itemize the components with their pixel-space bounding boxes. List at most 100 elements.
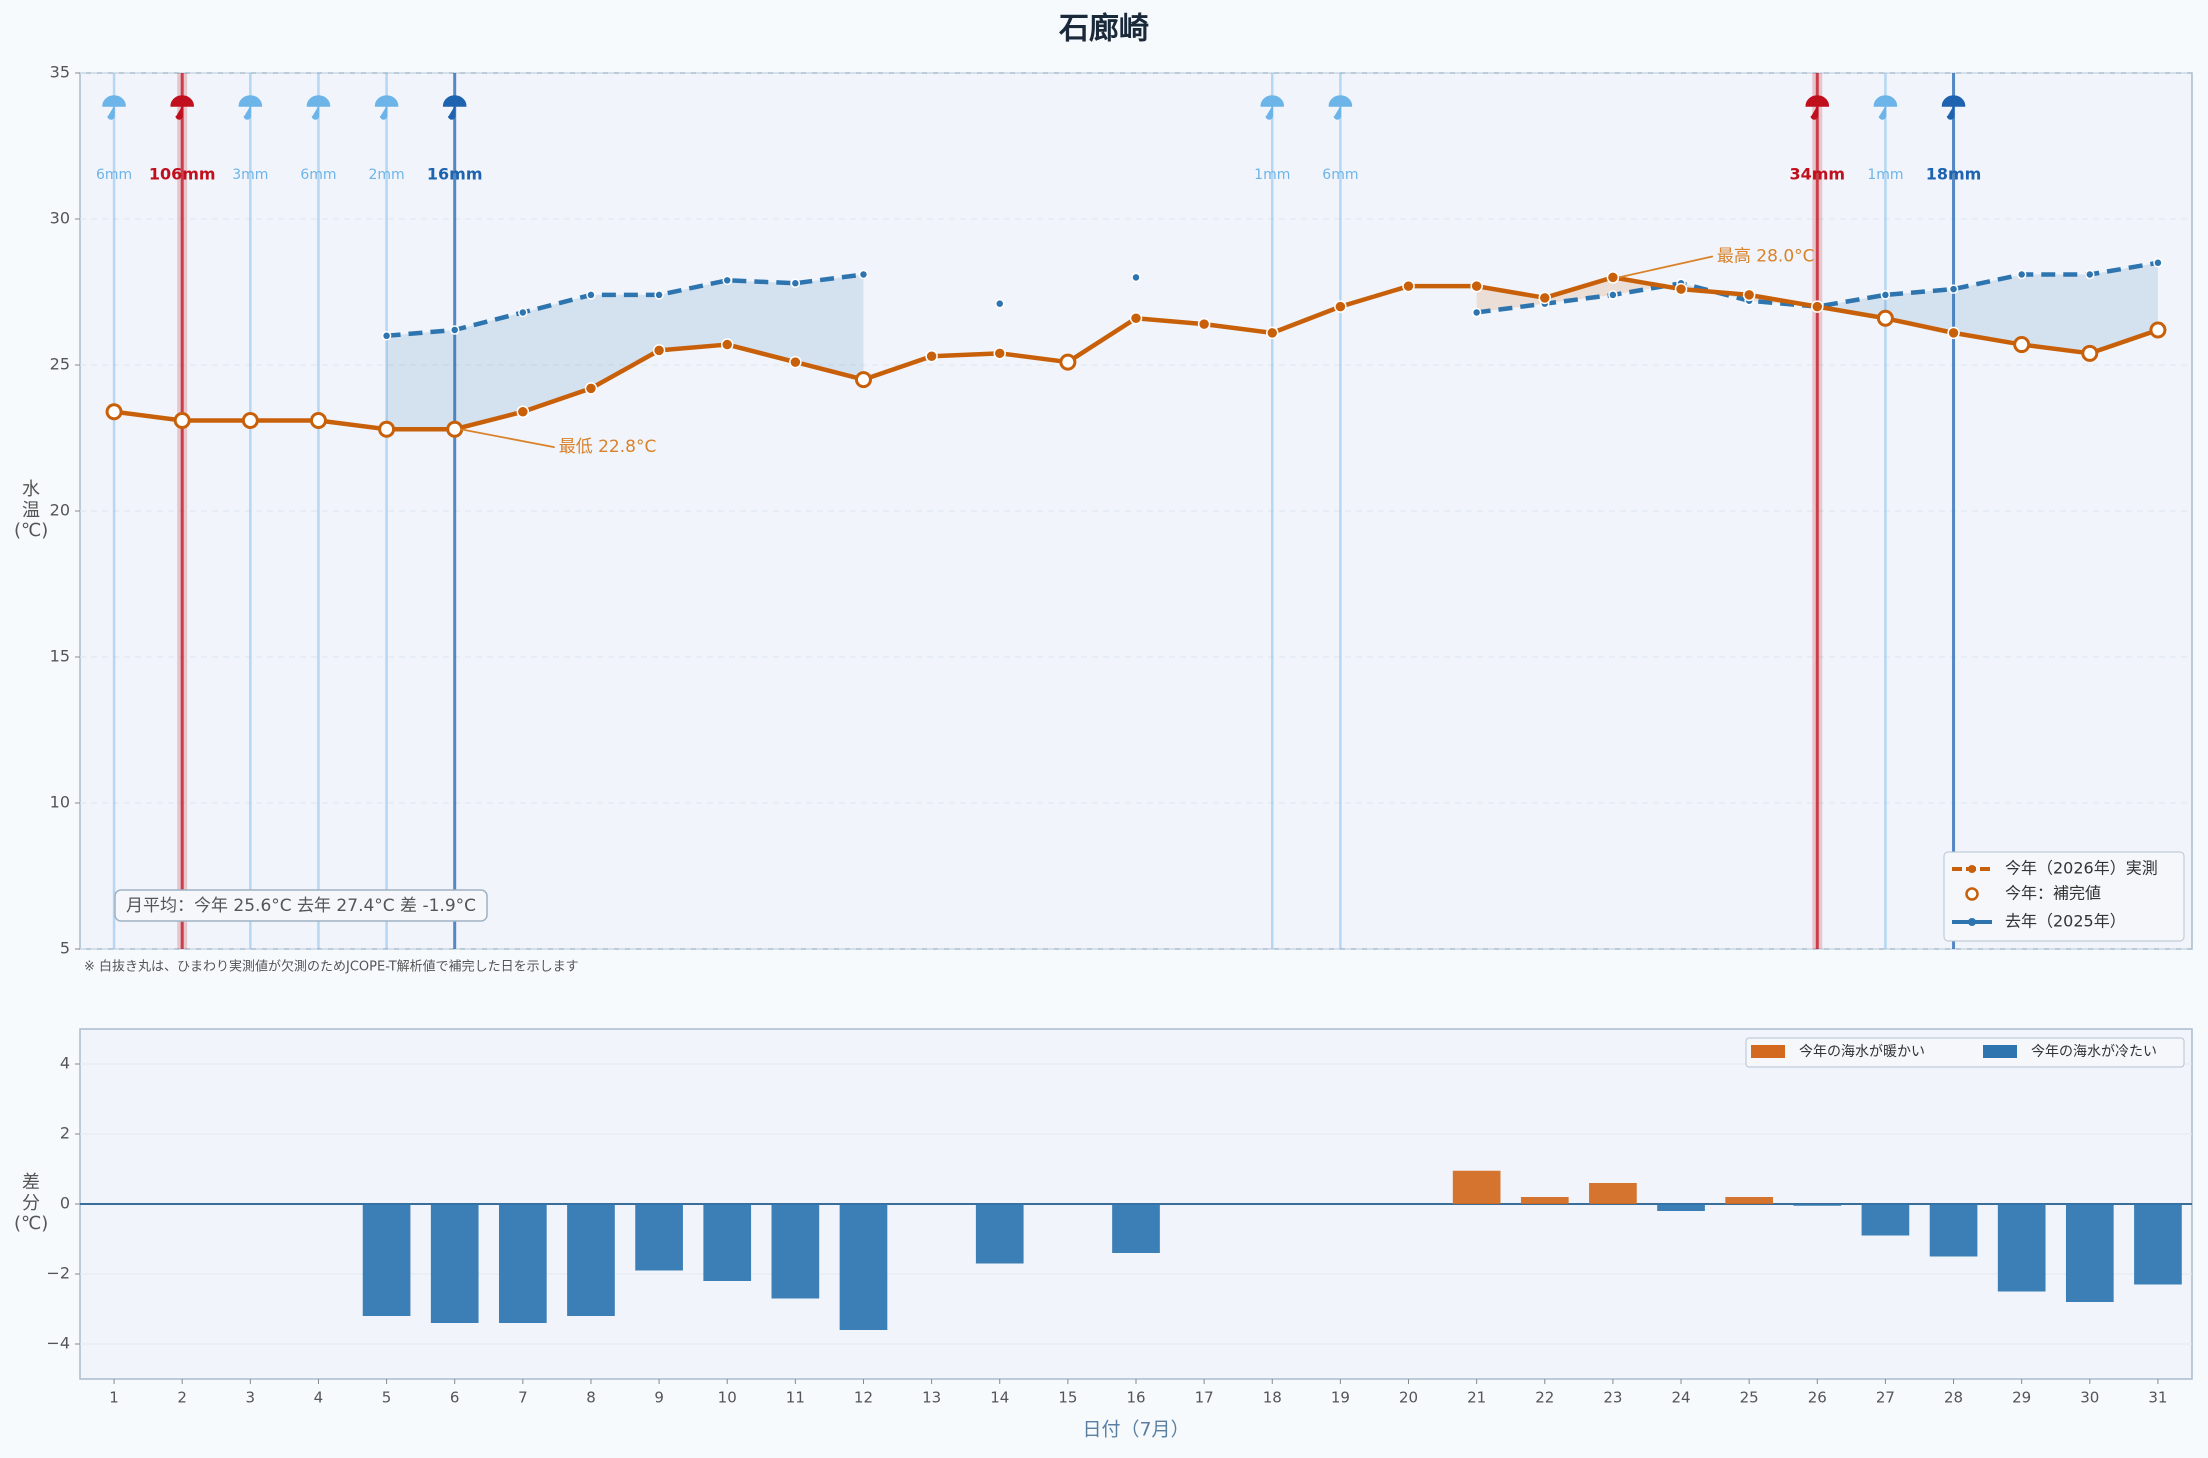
y-tick-label: 15 xyxy=(50,647,70,666)
y-axis-label: 水温(℃) xyxy=(14,478,49,542)
point xyxy=(1470,279,1483,293)
imputed-point xyxy=(446,420,464,438)
bar xyxy=(1520,1197,1569,1204)
y-tick-label: 35 xyxy=(50,63,70,82)
x-tick-label: 23 xyxy=(1603,1389,1622,1407)
rain-label: 6mm xyxy=(300,167,336,183)
x-tick-label: 11 xyxy=(786,1389,805,1407)
point xyxy=(1947,326,1960,340)
imputed-point xyxy=(1059,353,1077,371)
x-tick-label: 12 xyxy=(854,1389,873,1407)
point xyxy=(789,355,802,369)
x-axis-label: 日付（7月） xyxy=(1082,1419,1189,1441)
point xyxy=(720,338,734,351)
point xyxy=(449,325,460,335)
umbrella-icon xyxy=(1260,95,1285,120)
y-axis-label: 差分(℃) xyxy=(14,1171,49,1235)
annotation: 最低 22.8°C xyxy=(559,437,657,457)
bar xyxy=(1657,1204,1705,1211)
x-tick-label: 24 xyxy=(1671,1389,1690,1407)
rain-label: 2mm xyxy=(368,167,404,183)
gap-fill xyxy=(2089,262,2158,354)
legend-symbol xyxy=(1965,887,1979,901)
point xyxy=(993,347,1006,360)
point xyxy=(858,269,869,280)
umbrella-icon xyxy=(442,95,467,120)
legend-symbol xyxy=(1968,918,1976,926)
point xyxy=(790,278,801,288)
bar xyxy=(635,1204,683,1271)
point xyxy=(1811,300,1824,313)
bar xyxy=(975,1204,1024,1264)
rain-label: 34mm xyxy=(1789,165,1845,184)
point xyxy=(1606,271,1620,284)
legend-box xyxy=(1943,851,2185,942)
x-tick-label: 13 xyxy=(922,1389,941,1407)
x-tick-label: 5 xyxy=(382,1389,392,1407)
gap-fill xyxy=(1953,274,2022,345)
y-tick-label: −4 xyxy=(46,1334,70,1353)
bar xyxy=(567,1204,615,1316)
y-tick-label: 30 xyxy=(50,209,70,228)
bar xyxy=(1589,1183,1637,1204)
x-tick-label: 8 xyxy=(586,1389,596,1407)
rain-label: 6mm xyxy=(1322,167,1358,183)
umbrella-icon xyxy=(374,95,399,120)
x-tick-label: 1 xyxy=(109,1389,119,1407)
y-tick-label: 20 xyxy=(50,501,70,520)
rain-label: 1mm xyxy=(1254,167,1290,183)
imputed-point xyxy=(2149,321,2167,339)
annotation-arrow xyxy=(460,428,555,449)
point xyxy=(2153,258,2163,268)
point xyxy=(1266,326,1279,340)
x-tick-label: 22 xyxy=(1535,1389,1554,1407)
footnote: ※ 白抜き丸は、ひまわり実測値が欠測のためJCOPE-T解析値で補完した日を示し… xyxy=(84,959,579,975)
imputed-point xyxy=(854,371,872,389)
point xyxy=(1131,272,1141,283)
bar xyxy=(839,1204,888,1330)
imputed-point xyxy=(2013,336,2031,354)
bar xyxy=(1793,1204,1842,1206)
imputed-point xyxy=(241,411,259,429)
x-tick-label: 3 xyxy=(246,1389,256,1407)
bar xyxy=(362,1204,411,1316)
summary-text: 月平均：今年 25.6°C 去年 27.4°C 差 -1.9°C xyxy=(126,896,476,916)
bar xyxy=(703,1204,752,1281)
umbrella-icon xyxy=(170,95,194,120)
bar xyxy=(1112,1204,1160,1253)
bar xyxy=(430,1204,479,1323)
legend-symbol xyxy=(1983,1045,2017,1058)
y-tick-label: −2 xyxy=(46,1264,70,1283)
point xyxy=(1197,317,1211,331)
x-tick-label: 27 xyxy=(1876,1389,1895,1407)
point xyxy=(2016,269,2027,280)
umbrella-icon xyxy=(102,95,126,120)
x-tick-label: 14 xyxy=(990,1389,1009,1407)
legend-label: 今年：補完値 xyxy=(2005,884,2101,903)
imputed-point xyxy=(173,411,191,429)
point xyxy=(654,290,664,300)
y-tick-label: 4 xyxy=(60,1054,70,1073)
x-tick-label: 16 xyxy=(1126,1389,1145,1407)
point xyxy=(516,405,530,418)
x-tick-label: 25 xyxy=(1740,1389,1759,1407)
bar xyxy=(1997,1204,2046,1292)
gap-fill xyxy=(795,274,864,380)
umbrella-icon xyxy=(1805,95,1830,120)
gap-fill xyxy=(590,294,660,389)
x-tick-label: 18 xyxy=(1263,1389,1282,1407)
x-tick-label: 15 xyxy=(1058,1389,1077,1407)
gap-fill xyxy=(386,329,455,430)
bar xyxy=(2134,1204,2182,1285)
rain-label: 106mm xyxy=(149,165,216,184)
bar xyxy=(1452,1170,1501,1204)
x-tick-label: 20 xyxy=(1399,1389,1418,1407)
y-tick-label: 5 xyxy=(60,939,70,958)
gap-fill xyxy=(2021,274,2090,354)
umbrella-icon xyxy=(238,95,263,120)
rain-label: 18mm xyxy=(1926,165,1982,184)
point xyxy=(1742,288,1756,302)
point xyxy=(1948,284,1959,294)
x-tick-label: 21 xyxy=(1467,1389,1486,1407)
